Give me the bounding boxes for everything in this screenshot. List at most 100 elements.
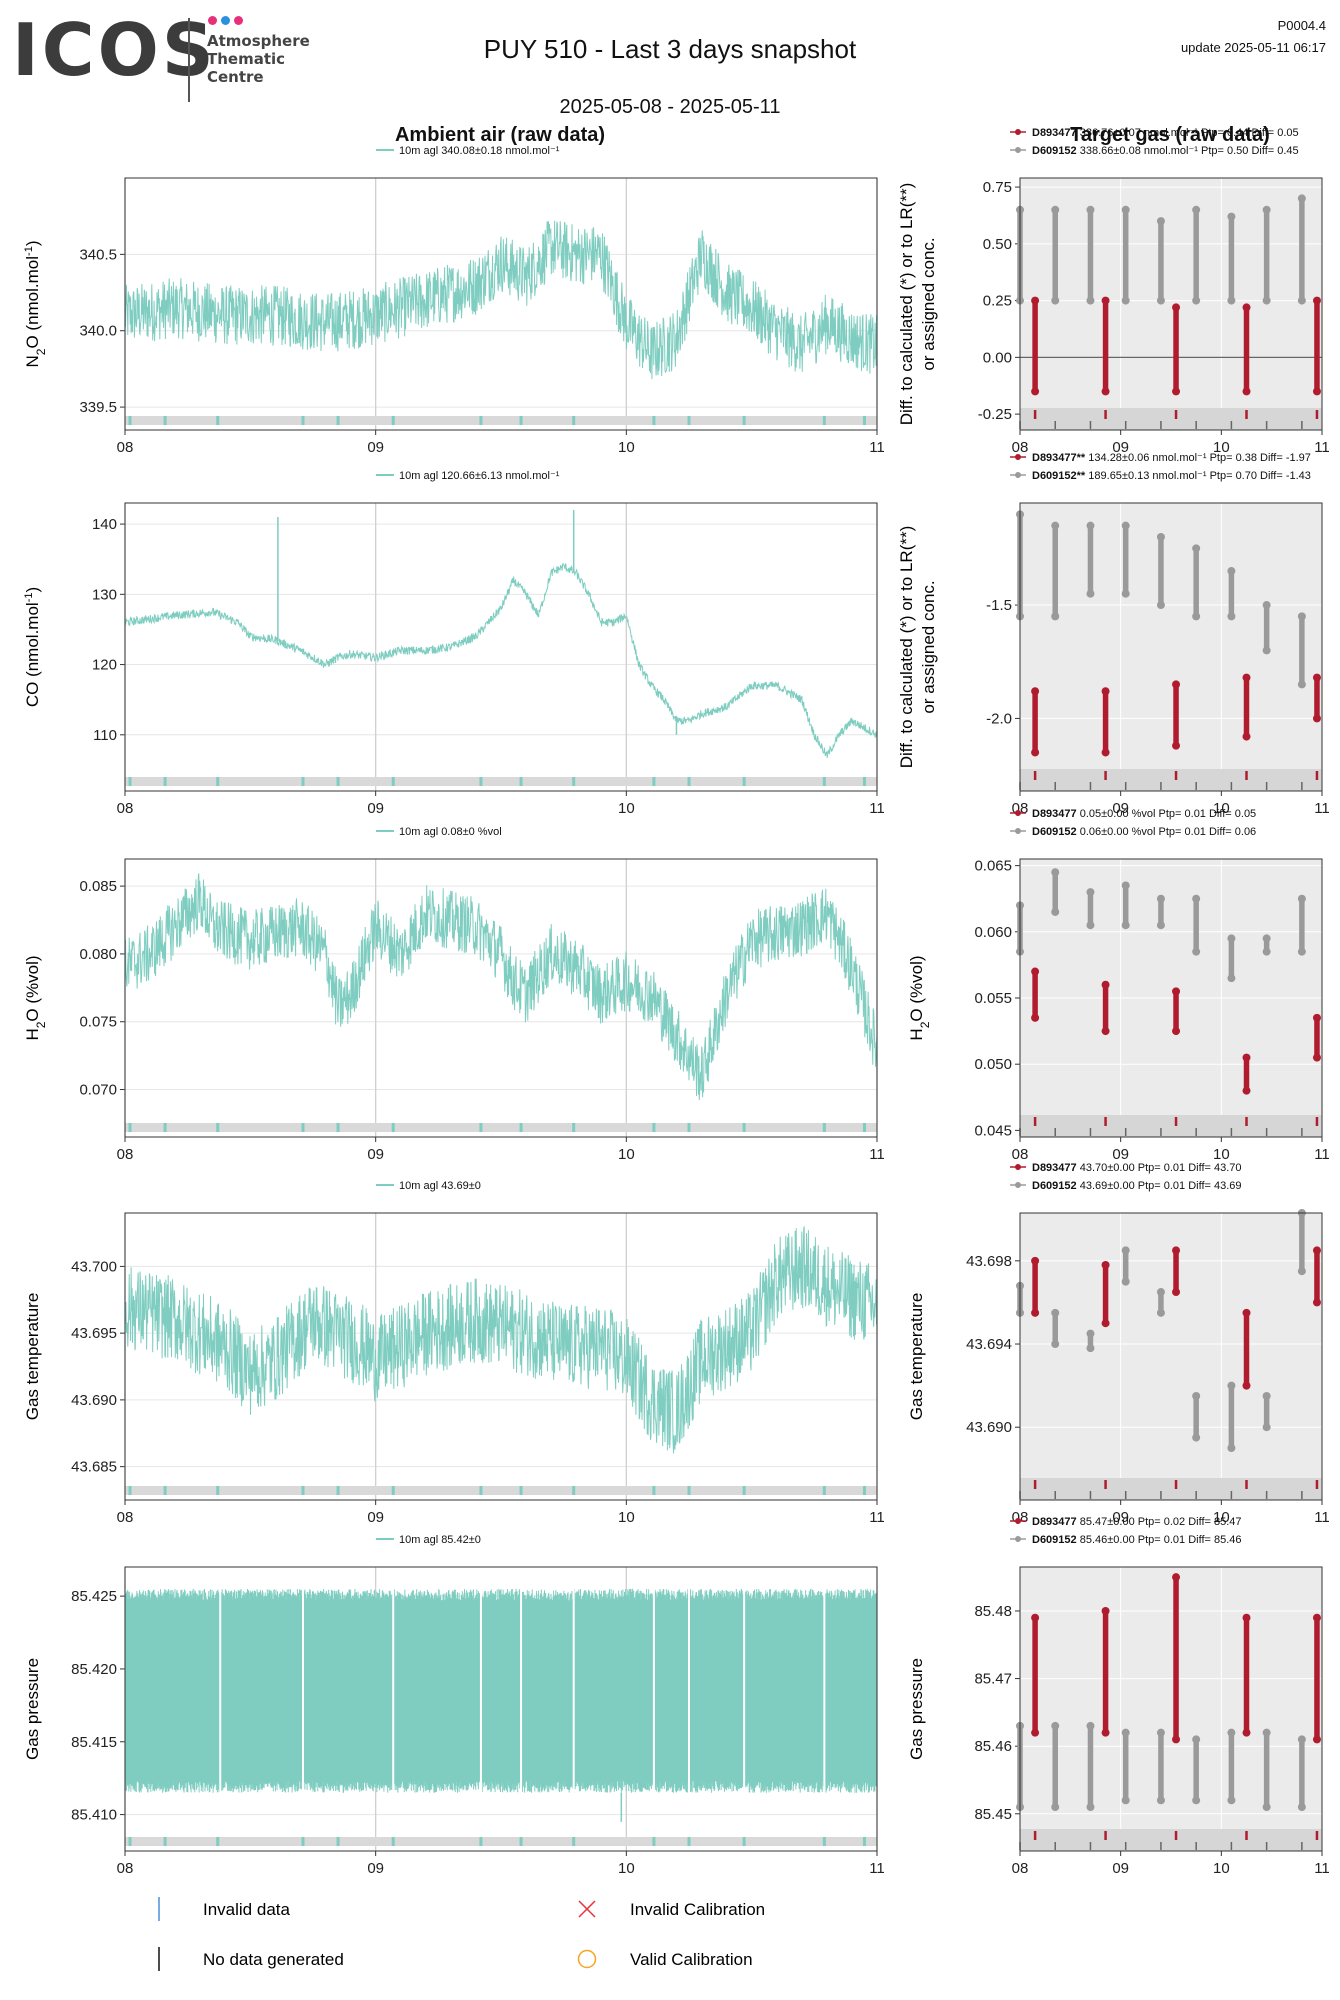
legend-entry: 10m agl 43.69±0 (399, 1180, 481, 1192)
calibration-point (1086, 1344, 1095, 1353)
calibration-point (1312, 1735, 1321, 1744)
x-tick-label: 11 (869, 1860, 885, 1877)
legend-marker (1015, 129, 1021, 135)
flag-tick (572, 1837, 576, 1846)
x-tick-label: 08 (1012, 1146, 1029, 1163)
calibration-point (1156, 1308, 1165, 1317)
flag-tick (301, 1123, 305, 1132)
legend-marker (1015, 1536, 1021, 1542)
y-tick-label: 85.48 (974, 1603, 1012, 1620)
y-axis-label: Gas pressure (907, 1658, 926, 1760)
calibration-point (1031, 687, 1040, 696)
calibration-point (1051, 1721, 1060, 1730)
flag-tick (391, 1486, 395, 1495)
y-axis-label-2: or assigned conc. (919, 237, 938, 370)
calibration-point (1312, 1298, 1321, 1307)
flag-tick (163, 777, 167, 786)
calibration-point (1121, 521, 1130, 530)
calibration-point (1312, 1053, 1321, 1062)
flag-tick (391, 1123, 395, 1132)
flag-tick (822, 1837, 826, 1846)
y-tick-label: 43.698 (966, 1253, 1012, 1270)
flag-tick (216, 777, 220, 786)
x-tick-label: 11 (869, 1146, 885, 1163)
logo-sub-2: Thematic (207, 50, 286, 68)
calibration-point (1031, 1613, 1040, 1622)
y-tick-label: 85.415 (71, 1734, 117, 1751)
calibration-point (1031, 1013, 1040, 1022)
page-title: PUY 510 - Last 3 days snapshot (483, 34, 857, 64)
legend-entry: D609152 338.66±0.08 nmol.mol⁻¹ Ptp= 0.50… (1032, 145, 1299, 157)
flag-tick (391, 416, 395, 425)
calibration-point (1312, 1613, 1321, 1622)
flag-tick (479, 1837, 483, 1846)
calibration-point (1031, 967, 1040, 976)
flag-tick (391, 1837, 395, 1846)
calibration-point (1086, 1329, 1095, 1338)
calibration-point (1121, 589, 1130, 598)
calibration-point (1312, 296, 1321, 305)
valid-calibration-label: Valid Calibration (630, 1950, 753, 1969)
calibration-point (1297, 1735, 1306, 1744)
calibration-point (1121, 205, 1130, 214)
y-axis-label: Gas temperature (23, 1293, 42, 1421)
x-tick-label: 09 (1112, 1860, 1129, 1877)
legend-entry: D609152 0.06±0.00 %vol Ptp= 0.01 Diff= 0… (1032, 826, 1256, 838)
calibration-point (1192, 1392, 1201, 1401)
flag-tick (519, 1123, 523, 1132)
x-tick-label: 08 (117, 1860, 134, 1877)
x-tick-label: 09 (367, 800, 384, 817)
logo-word: ICOS (12, 8, 217, 92)
x-tick-label: 09 (367, 1509, 384, 1526)
flag-tick (687, 1837, 691, 1846)
calibration-point (1101, 1606, 1110, 1615)
y-tick-label: 339.5 (79, 399, 117, 416)
date-range: 2025-05-08 - 2025-05-11 (559, 96, 781, 118)
flag-tick (128, 777, 132, 786)
plot-border (1019, 502, 1323, 792)
calibration-point (1051, 907, 1060, 916)
legend-entry: D893477 43.70±0.00 Ptp= 0.01 Diff= 43.70 (1032, 1162, 1242, 1174)
x-tick-label: 09 (367, 1860, 384, 1877)
y-axis-label: Gas pressure (23, 1658, 42, 1760)
y-tick-label: 85.47 (974, 1671, 1012, 1688)
flag-band (125, 416, 877, 425)
legend-marker (1015, 1518, 1021, 1524)
calibration-point (1262, 1728, 1271, 1737)
calibration-point (1156, 921, 1165, 930)
chart-ambient-h2o: 0.070 0.075 0.080 0.085 08 09 10 11 H2O (%vol) 10… (23, 826, 885, 1163)
plot-background (125, 178, 877, 430)
calibration-point (1051, 612, 1060, 621)
flag-tick (216, 416, 220, 425)
x-tick-label: 10 (618, 800, 635, 817)
x-tick-label: 08 (1012, 439, 1029, 456)
y-tick-label: 85.420 (71, 1661, 117, 1678)
calibration-point (1227, 1381, 1236, 1390)
calibration-point (1242, 732, 1251, 741)
calibration-point (1101, 1319, 1110, 1328)
x-tick-label: 10 (1213, 800, 1230, 817)
x-tick-label: 11 (1314, 439, 1330, 456)
y-tick-label: 340.5 (79, 246, 117, 263)
legend-entry: 10m agl 0.08±0 %vol (399, 826, 502, 838)
flag-tick (742, 416, 746, 425)
legend-entry: D609152 85.46±0.00 Ptp= 0.01 Diff= 85.46 (1032, 1534, 1242, 1546)
series-10m-agl (125, 562, 877, 758)
calibration-point (1051, 1340, 1060, 1349)
flag-band (125, 777, 877, 786)
calibration-point (1031, 296, 1040, 305)
x-tick-label: 10 (1213, 439, 1230, 456)
invalid-calibration-label: Invalid Calibration (630, 1900, 765, 1919)
legend-entry: D893477 85.47±0.00 Ptp= 0.02 Diff= 85.47 (1032, 1516, 1242, 1528)
legend-entry: D609152** 189.65±0.13 nmol.mol⁻¹ Ptp= 0.… (1032, 470, 1311, 482)
x-tick-label: 08 (117, 1146, 134, 1163)
y-tick-label: 85.425 (71, 1588, 117, 1605)
calibration-point (1242, 1728, 1251, 1737)
y-tick-label: 43.695 (71, 1325, 117, 1342)
flag-tick (742, 777, 746, 786)
calibration-point (1297, 894, 1306, 903)
plot-border (1019, 177, 1323, 431)
flag-tick (163, 1123, 167, 1132)
flag-tick (128, 1123, 132, 1132)
chart-ambient-co: 110 120 130 140 08 09 10 11 CO (nmol.mol-1) 10m a… (23, 470, 885, 817)
